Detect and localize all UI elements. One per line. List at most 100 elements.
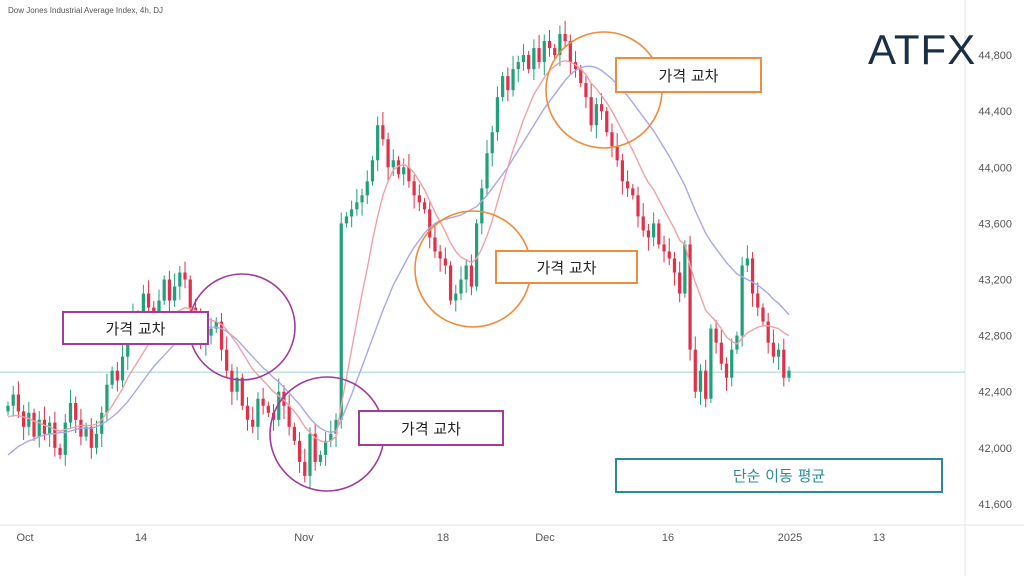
candle-body — [318, 454, 323, 462]
candle-body — [277, 391, 281, 420]
candle-body — [308, 433, 312, 476]
candle-body — [115, 370, 119, 381]
candle-body — [584, 83, 588, 98]
candle-body — [714, 328, 718, 343]
candle-body — [740, 265, 744, 336]
candle-body — [756, 293, 760, 308]
candle-body — [365, 181, 369, 196]
candle-body — [558, 34, 562, 56]
y-tick-label: 42,000 — [978, 443, 1012, 455]
candle-body — [631, 188, 635, 196]
candle-body — [209, 328, 213, 336]
candle-body — [735, 335, 739, 350]
candle-body — [6, 405, 10, 412]
candle-body — [287, 405, 291, 427]
y-tick-label: 44,000 — [978, 162, 1012, 174]
x-tick-label: Oct — [16, 532, 33, 544]
candle-body — [459, 279, 463, 294]
candle-body — [594, 104, 598, 126]
candle-body — [532, 48, 536, 70]
candle-body — [172, 286, 177, 301]
candle-body — [329, 433, 333, 441]
candle-body — [27, 412, 31, 427]
candle-body — [323, 440, 328, 455]
candle-body — [485, 153, 489, 189]
candle-body — [271, 412, 276, 420]
candle-body — [402, 167, 406, 175]
candle-body — [396, 160, 401, 175]
candle-body — [646, 230, 651, 238]
candle-body — [667, 251, 671, 259]
candle-body — [657, 223, 661, 245]
candle-body — [22, 411, 26, 427]
candle-body — [339, 223, 343, 420]
atfx-logo: ATFX — [868, 26, 977, 73]
candle-body — [344, 216, 349, 224]
candle-body — [506, 76, 510, 91]
candle-body — [516, 62, 520, 70]
candle-body — [678, 272, 682, 294]
candle-body — [74, 402, 78, 420]
candle-body — [376, 125, 380, 161]
annotation-cross-3: 가격 교차 — [495, 250, 638, 284]
y-tick-label: 44,800 — [978, 50, 1012, 62]
candle-body — [303, 461, 307, 476]
candle-body — [381, 125, 385, 140]
y-tick-label: 43,200 — [978, 275, 1012, 287]
candle-body — [245, 405, 250, 420]
candle-body — [771, 342, 775, 357]
candle-body — [225, 349, 229, 371]
candle-body — [433, 237, 437, 252]
candle-body — [787, 370, 791, 378]
ticker-label: Dow Jones Industrial Average Index, 4h, … — [8, 6, 164, 15]
candle-body — [412, 181, 416, 196]
candle-body — [553, 48, 557, 56]
candle-body — [251, 419, 255, 427]
candle-body — [547, 41, 552, 49]
candle-body — [766, 321, 770, 343]
candle-body — [599, 104, 604, 112]
candle-body — [417, 195, 421, 203]
candle-body — [730, 349, 734, 378]
candle-body — [636, 195, 640, 217]
candle-body — [693, 349, 697, 392]
candle-body — [292, 426, 296, 441]
candle-body — [386, 139, 390, 168]
candle-body — [282, 391, 286, 406]
candle-body — [37, 419, 41, 437]
x-tick-label: Nov — [294, 532, 314, 544]
candle-body — [511, 69, 515, 91]
candle-body — [480, 188, 484, 224]
candle-body — [230, 370, 234, 392]
candle-body — [709, 328, 713, 399]
candle-body — [162, 279, 166, 301]
candle-body — [719, 342, 723, 364]
candle-body — [146, 293, 151, 308]
candle-body — [615, 146, 619, 161]
candle-body — [11, 394, 15, 406]
candle-body — [521, 55, 526, 63]
candle-body — [490, 132, 494, 154]
candle-body — [261, 398, 265, 406]
candle-body — [32, 412, 36, 437]
candle-body — [188, 279, 192, 308]
y-tick-label: 43,600 — [978, 218, 1012, 230]
candle-body — [84, 426, 88, 437]
sma-label: 단순 이동 평균 — [615, 458, 943, 493]
candle-body — [698, 370, 703, 392]
candle-body — [620, 160, 625, 182]
candle-body — [370, 160, 375, 182]
candle-body — [105, 384, 109, 413]
candle-body — [63, 422, 67, 455]
candle-body — [454, 293, 458, 301]
candle-body — [438, 251, 442, 259]
candle-body — [240, 377, 244, 406]
candle-body — [355, 202, 359, 210]
annotation-cross-2: 가격 교차 — [358, 410, 504, 446]
candle-body — [360, 195, 364, 203]
candle-body — [683, 244, 687, 294]
candle-body — [58, 447, 62, 455]
candle-body — [110, 370, 114, 385]
